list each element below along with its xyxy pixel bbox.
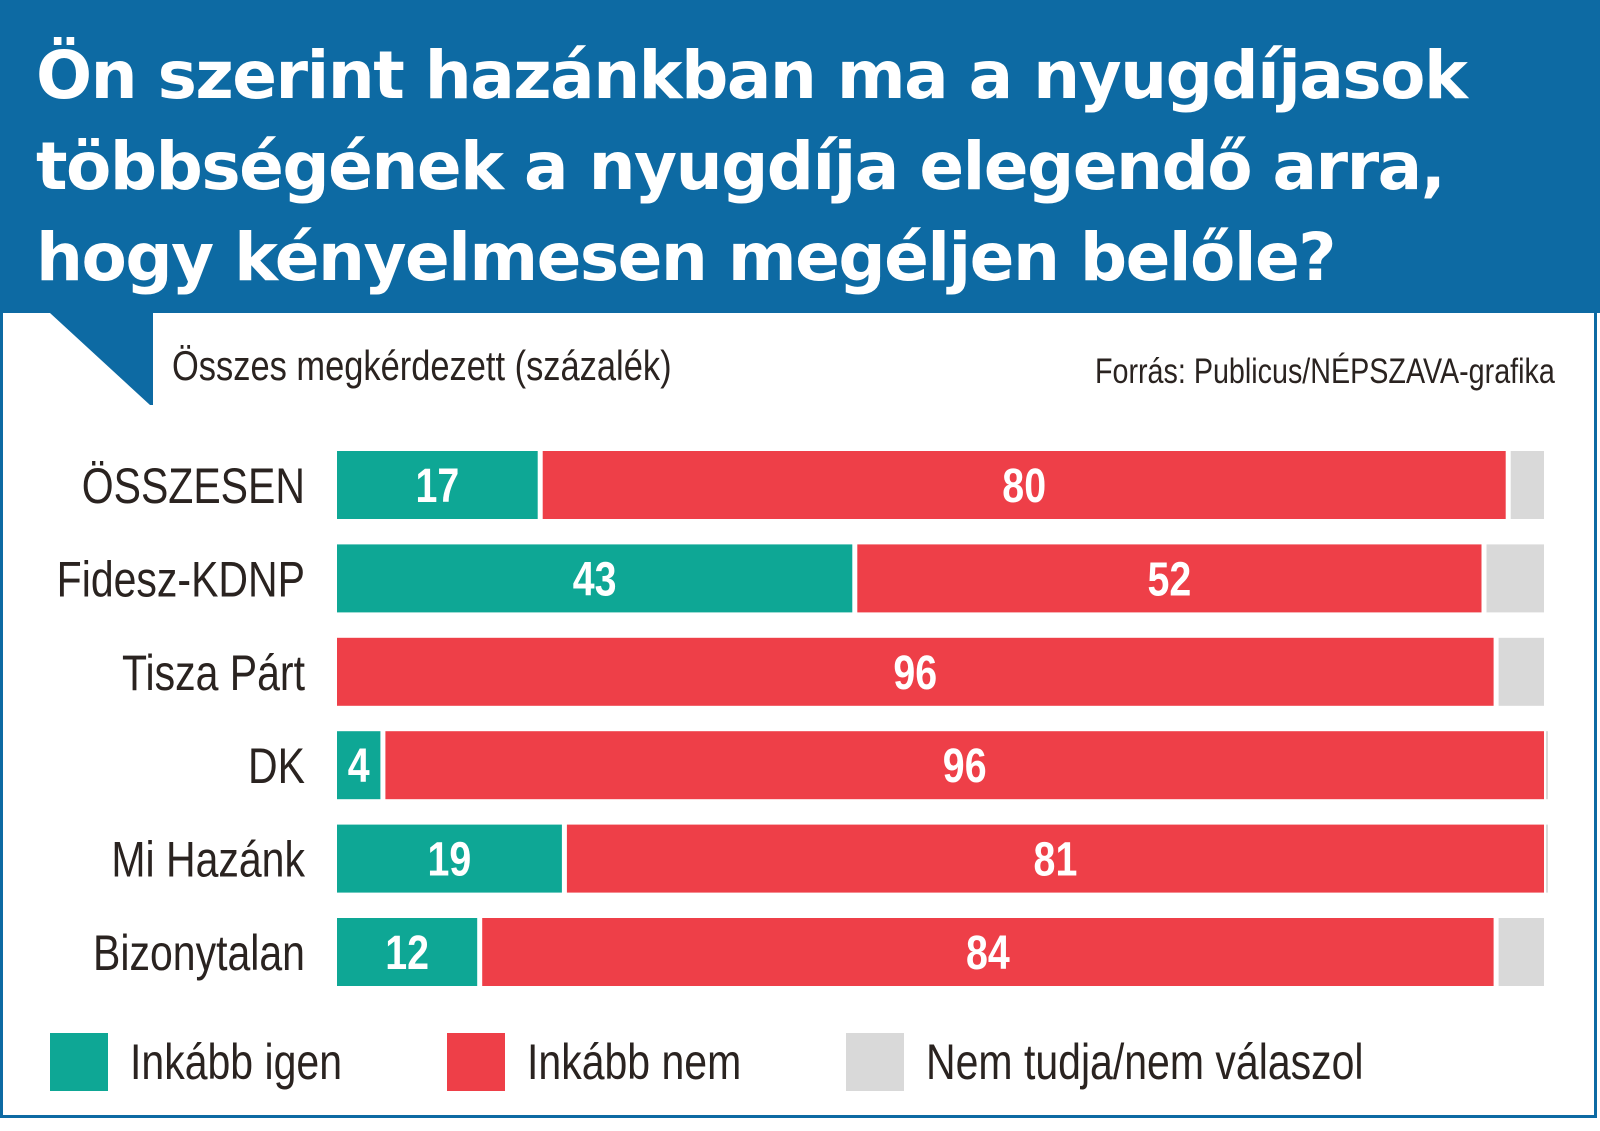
value-label-nem: 96 bbox=[943, 740, 987, 794]
bar-segment-nem bbox=[337, 637, 1494, 706]
bar-segment-igen bbox=[337, 544, 853, 613]
chart-subtitle: Összes megkérdezett (százalék) bbox=[172, 342, 672, 389]
value-label-nem: 80 bbox=[1002, 459, 1046, 513]
value-label-nem: 96 bbox=[893, 646, 937, 700]
legend-swatch-nem bbox=[446, 1033, 505, 1091]
value-label-igen: 19 bbox=[428, 833, 472, 887]
bar-segment-igen bbox=[337, 824, 562, 893]
legend-item-nem-tudja: Nem tudja/nem válaszol bbox=[845, 1033, 1460, 1091]
legend-item-nem: Inkább nem bbox=[446, 1033, 788, 1091]
bar-row: DK 4 96 bbox=[248, 731, 1548, 800]
category-label: ÖSSZESEN bbox=[82, 458, 305, 514]
chart-source: Forrás: Publicus/NÉPSZAVA-grafika bbox=[1095, 352, 1555, 391]
value-label-nem: 52 bbox=[1148, 553, 1192, 607]
legend-item-igen: Inkább igen bbox=[50, 1033, 389, 1091]
bar-segment-nem-tudja bbox=[1498, 918, 1544, 986]
bar-segment-nem bbox=[482, 918, 1494, 986]
bar-segment-nem bbox=[566, 824, 1544, 893]
value-label-igen: 43 bbox=[573, 553, 617, 607]
legend-label-nem-tudja: Nem tudja/nem válaszol bbox=[925, 1034, 1364, 1090]
legend-label-nem: Inkább nem bbox=[526, 1034, 741, 1090]
legend-swatch-igen bbox=[50, 1033, 108, 1091]
bar-segment-nem bbox=[857, 544, 1482, 613]
chart-legend: Inkább igen Inkább nem Nem tudja/nem vál… bbox=[50, 1031, 1517, 1093]
value-label-igen: 4 bbox=[348, 740, 370, 794]
value-label-igen: 12 bbox=[385, 926, 429, 980]
bar-segment-igen bbox=[337, 918, 478, 986]
title-banner: Ön szerint hazánkban ma a nyugdíjasok tö… bbox=[0, 0, 1600, 313]
bar-segment-igen bbox=[337, 731, 381, 800]
bar-segment-nem bbox=[542, 451, 1506, 519]
banner-notch bbox=[50, 313, 153, 405]
bar-row: Bizonytalan 12 84 bbox=[93, 918, 1544, 986]
category-label: Tisza Párt bbox=[122, 645, 305, 701]
bar-row: Fidesz-KDNP 43 52 bbox=[57, 544, 1544, 613]
value-label-igen: 17 bbox=[415, 459, 459, 513]
bar-segment-nem-tudja bbox=[1498, 637, 1544, 706]
chart-title: Ön szerint hazánkban ma a nyugdíjasok tö… bbox=[36, 37, 1468, 296]
legend-swatch-nem-tudja bbox=[845, 1033, 904, 1091]
legend-label-igen: Inkább igen bbox=[130, 1034, 343, 1090]
bar-row: Tisza Párt 96 bbox=[122, 637, 1544, 706]
category-label: DK bbox=[248, 738, 305, 794]
bar-row: ÖSSZESEN 17 80 bbox=[82, 451, 1544, 519]
bar-segment-igen bbox=[337, 451, 538, 519]
value-label-nem: 81 bbox=[1034, 833, 1078, 887]
bar-segment-nem-tudja bbox=[1510, 451, 1544, 519]
bar-row: Mi Hazánk 19 81 bbox=[111, 824, 1548, 893]
value-label-nem: 84 bbox=[966, 926, 1010, 980]
category-label: Bizonytalan bbox=[93, 925, 305, 981]
bar-segment-nem bbox=[385, 731, 1544, 800]
category-label: Fidesz-KDNP bbox=[57, 552, 305, 608]
bar-segment-nem-tudja bbox=[1546, 824, 1548, 893]
bar-segment-nem-tudja bbox=[1486, 544, 1544, 613]
category-label: Mi Hazánk bbox=[111, 832, 305, 888]
bar-segment-nem-tudja bbox=[1546, 731, 1548, 800]
